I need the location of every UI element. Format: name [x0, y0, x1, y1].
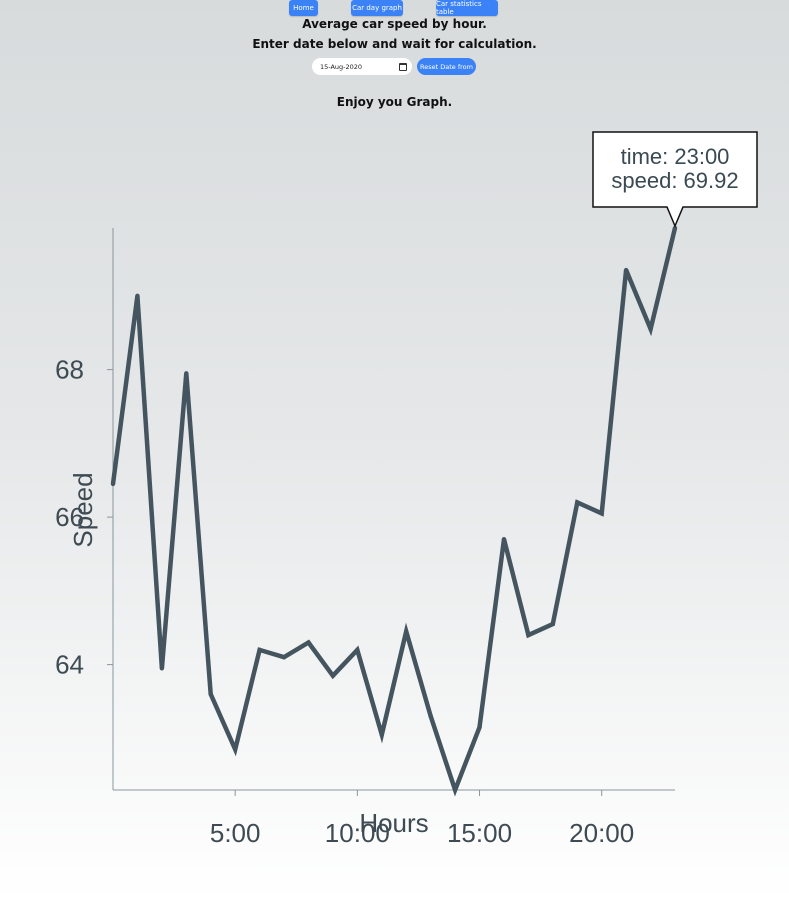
x-tick-label: 15:00: [447, 818, 512, 848]
data-point: [110, 481, 116, 487]
instruction-text: Enter date below and wait for calculatio…: [252, 37, 537, 51]
tooltip-box: [592, 131, 758, 228]
calendar-icon[interactable]: [399, 63, 407, 71]
data-point: [672, 225, 678, 231]
tooltip-time: time: 23:00: [621, 144, 730, 169]
speed-series-line: [110, 227, 678, 797]
data-point: [526, 632, 531, 638]
x-tick-label: 20:00: [569, 818, 634, 848]
data-point: [184, 371, 189, 376]
top-nav: Home Car day graph Car statistics table: [0, 0, 789, 16]
data-point: [257, 647, 262, 653]
reset-date-button[interactable]: Reset Date from: [417, 58, 476, 75]
page-title: Average car speed by hour.: [302, 17, 487, 31]
data-point: [135, 293, 140, 299]
x-tick-label: 5:00: [210, 818, 261, 848]
data-point: [477, 725, 482, 730]
footer-text: Enjoy you Graph.: [336, 95, 453, 109]
data-point: [428, 714, 433, 719]
data-point: [379, 732, 384, 737]
data-point: [648, 326, 653, 332]
data-point: [599, 511, 604, 516]
x-tick-label: 10:00: [325, 818, 390, 848]
date-value: 15-Aug-2020: [320, 62, 363, 71]
home-button[interactable]: Home: [289, 0, 318, 16]
data-point: [281, 655, 287, 660]
data-point: [550, 621, 556, 627]
data-point: [623, 267, 629, 273]
hover-tooltip: time: 23:00 speed: 69.92: [592, 131, 758, 228]
y-axis-label: Speed: [68, 472, 98, 547]
data-point: [159, 666, 165, 671]
y-tick-label: 64: [55, 650, 84, 680]
data-point: [306, 640, 311, 645]
data-point: [452, 787, 458, 793]
car-day-graph-button[interactable]: Car day graph: [351, 0, 403, 16]
chart-ticks: 64 66 68 5:00 10:00 15:00 20:00: [55, 355, 634, 848]
y-tick-label: 68: [55, 355, 84, 385]
chart-axes: [112, 228, 675, 791]
data-point: [232, 747, 238, 752]
data-point: [330, 673, 336, 678]
tooltip-speed: speed: 69.92: [611, 168, 738, 193]
data-point: [501, 537, 507, 542]
data-point: [404, 629, 409, 634]
data-point: [355, 647, 360, 653]
y-tick-label: 66: [55, 502, 84, 532]
date-input[interactable]: 15-Aug-2020: [312, 58, 412, 75]
chart-points: [110, 225, 678, 793]
x-axis-label: Hours: [359, 808, 428, 838]
data-point: [208, 691, 213, 697]
car-statistics-table-button[interactable]: Car statistics table: [436, 0, 498, 16]
data-point: [575, 500, 580, 505]
